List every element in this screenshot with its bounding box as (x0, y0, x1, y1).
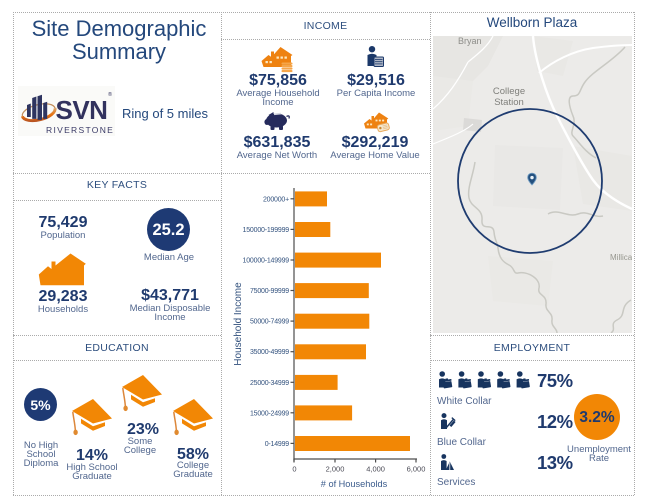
svg-text:®: ® (108, 91, 112, 98)
svg-text:SVN: SVN (56, 95, 108, 125)
svg-text:College: College (493, 86, 525, 97)
svg-text:2,000: 2,000 (326, 464, 345, 473)
svg-text:75000-99999: 75000-99999 (250, 288, 289, 295)
svg-text:4,000: 4,000 (366, 464, 385, 473)
svg-text:0-14999: 0-14999 (265, 441, 290, 448)
svg-text:35000-49999: 35000-49999 (250, 349, 289, 356)
svg-text:Bryan: Bryan (458, 36, 482, 46)
svg-text:150000-199999: 150000-199999 (243, 227, 290, 234)
svg-text:Household Income: Household Income (233, 282, 244, 366)
svg-text:15000-24999: 15000-24999 (250, 410, 289, 417)
svg-text:6,000: 6,000 (407, 464, 426, 473)
svg-text:Station: Station (494, 97, 524, 108)
svg-text:200000+: 200000+ (263, 196, 289, 203)
svg-text:# of Households: # of Households (321, 479, 388, 489)
svg-text:RIVERSTONE: RIVERSTONE (46, 125, 114, 135)
svg-text:100000-149999: 100000-149999 (243, 258, 290, 265)
svg-text:0: 0 (292, 464, 296, 473)
svg-text:Millica: Millica (610, 253, 632, 262)
svg-text:25000-34999: 25000-34999 (250, 380, 289, 387)
svg-text:50000-74999: 50000-74999 (250, 319, 289, 326)
